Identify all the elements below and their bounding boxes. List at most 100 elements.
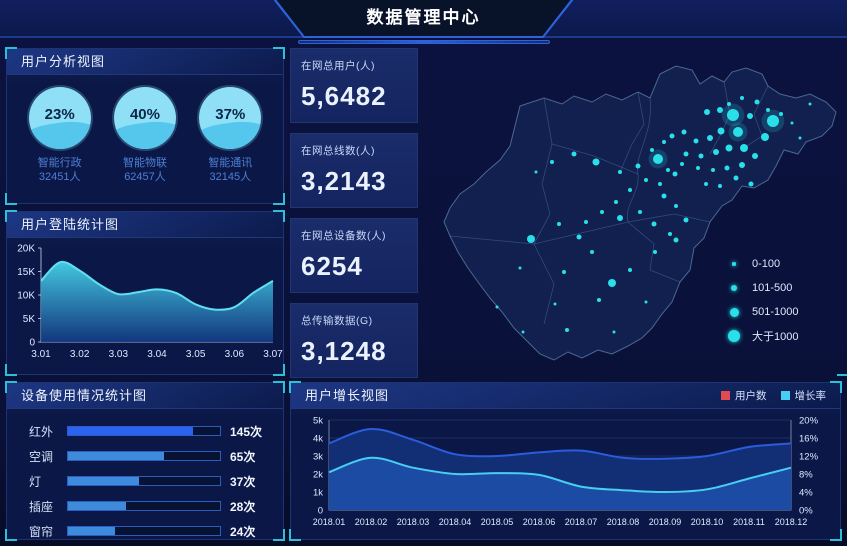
map-dot (592, 158, 600, 166)
tick-label: 3k (313, 452, 323, 463)
legend-label: 增长率 (794, 390, 827, 402)
corner-decoration (5, 381, 17, 393)
province-map (443, 65, 837, 361)
tick-label: 16% (799, 434, 819, 445)
device-label: 灯 (29, 474, 42, 489)
tick-label: 0% (799, 506, 813, 517)
map-dot (553, 302, 557, 306)
page-title: 数据管理中心 (366, 8, 481, 27)
map-dot (518, 266, 522, 270)
stat-value: 3,1248 (301, 336, 387, 366)
stat-card-total-lines: 在网总线数(人) 3,2143 (290, 133, 418, 208)
legend-item-users[interactable]: 用户数 (721, 388, 767, 403)
map-dot (761, 133, 769, 141)
panel-title-user-growth: 用户增长视图 (291, 383, 840, 409)
map-dot (550, 160, 554, 164)
tick-label: 4k (313, 434, 323, 445)
map-dot (747, 113, 753, 119)
growth-area-chart: 0 1k 2k 3k 4k 5k 0% 4% 8% 12% 16% 20% 2018.01 2018.02… (313, 416, 819, 528)
gauge-percent: 40% (129, 106, 160, 123)
growth-legend: 用户数 增长率 (721, 388, 826, 403)
header-trapezoid (274, 0, 574, 38)
corner-decoration (273, 529, 285, 541)
bar-track (67, 526, 221, 536)
tick-label: 2018.07 (565, 517, 598, 527)
panel-title-user-analysis: 用户分析视图 (7, 49, 283, 75)
liquid-gauge: 37% (199, 87, 262, 149)
map-dot (693, 138, 699, 144)
legend-swatch-red (721, 391, 730, 400)
map-dot (740, 144, 748, 152)
map-dot (576, 234, 582, 240)
tick-label: 3.04 (147, 349, 167, 360)
gauge-count: 62457人 (124, 171, 166, 183)
scatter-dot-icon (732, 262, 736, 266)
tick-label: 2018.08 (607, 517, 640, 527)
map-dot (672, 171, 678, 177)
legend-label: 501-1000 (752, 306, 799, 318)
tick-label: 3.06 (225, 349, 245, 360)
tick-label: 1k (313, 488, 323, 499)
tick-label: 15K (17, 267, 35, 278)
growth-chart-wrap: 用户数 增长率 0 1k 2k 3k 4k 5k 0% 4% 8% 12% 16% 20% 2018.0… (291, 390, 840, 540)
map-legend-item[interactable]: 大于1000 (726, 324, 799, 348)
map-dot (600, 210, 604, 214)
gauge-label: 智能通讯 (208, 157, 253, 169)
legend-label: 0-100 (752, 258, 781, 270)
map-dot (590, 250, 594, 254)
map-dot (704, 109, 710, 115)
map-dot (668, 232, 672, 236)
tick-label: 2018.09 (649, 517, 682, 527)
gauge-percent: 37% (215, 106, 246, 123)
gauge-count: 32145人 (209, 171, 252, 183)
device-label: 空调 (29, 449, 54, 464)
map-dot (495, 305, 499, 309)
map-dot (653, 250, 657, 254)
area-line (40, 260, 274, 311)
map-dot (727, 102, 731, 106)
map-legend-item[interactable]: 501-1000 (726, 300, 799, 324)
device-value: 65次 (230, 449, 256, 464)
map-dot (704, 182, 708, 186)
map-dot (713, 149, 719, 155)
tick-label: 2018.03 (397, 517, 430, 527)
map-dot (658, 182, 662, 186)
bar-fill (68, 452, 164, 460)
tick-label: 3.02 (70, 349, 90, 360)
map-dot (608, 279, 616, 287)
map-internal-borders (449, 81, 769, 325)
stat-value: 3,2143 (301, 166, 387, 196)
map-dot (635, 163, 641, 169)
gauge-label: 智能行政 (37, 157, 82, 169)
tick-label: 12% (799, 452, 819, 463)
tick-label: 0 (318, 506, 323, 517)
stat-card-total-data: 总传输数据(G) 3,1248 (290, 303, 418, 378)
scatter-dot-icon (728, 330, 740, 342)
tick-label: 4% (799, 488, 813, 499)
map-dot (790, 121, 794, 125)
map-dot (638, 210, 642, 214)
legend-item-growth-rate[interactable]: 增长率 (780, 388, 827, 403)
tick-label: 3.05 (186, 349, 206, 360)
tick-label: 8% (799, 470, 813, 481)
map-legend-item[interactable]: 0-100 (726, 252, 799, 276)
map-dot (739, 162, 745, 168)
tick-label: 3.03 (109, 349, 129, 360)
liquid-gauge: 23% (28, 87, 91, 149)
corner-decoration (273, 381, 285, 393)
bar-track (67, 426, 221, 436)
map-dot (562, 270, 566, 274)
device-label: 红外 (29, 424, 54, 439)
stat-label: 总传输数据(G) (301, 315, 373, 327)
device-value: 37次 (230, 474, 256, 489)
map-dot (661, 193, 667, 199)
map-dot (725, 144, 733, 152)
map-dot (752, 153, 758, 159)
legend-label: 用户数 (735, 390, 767, 402)
stat-label: 在网总线数(人) (301, 145, 375, 157)
map-dot (557, 222, 561, 226)
map-dot (628, 268, 632, 272)
tick-label: 2018.12 (775, 517, 808, 527)
map-legend-item[interactable]: 101-500 (726, 276, 799, 300)
map-legend: 0-100 101-500 501-1000 大于1000 (726, 252, 799, 348)
